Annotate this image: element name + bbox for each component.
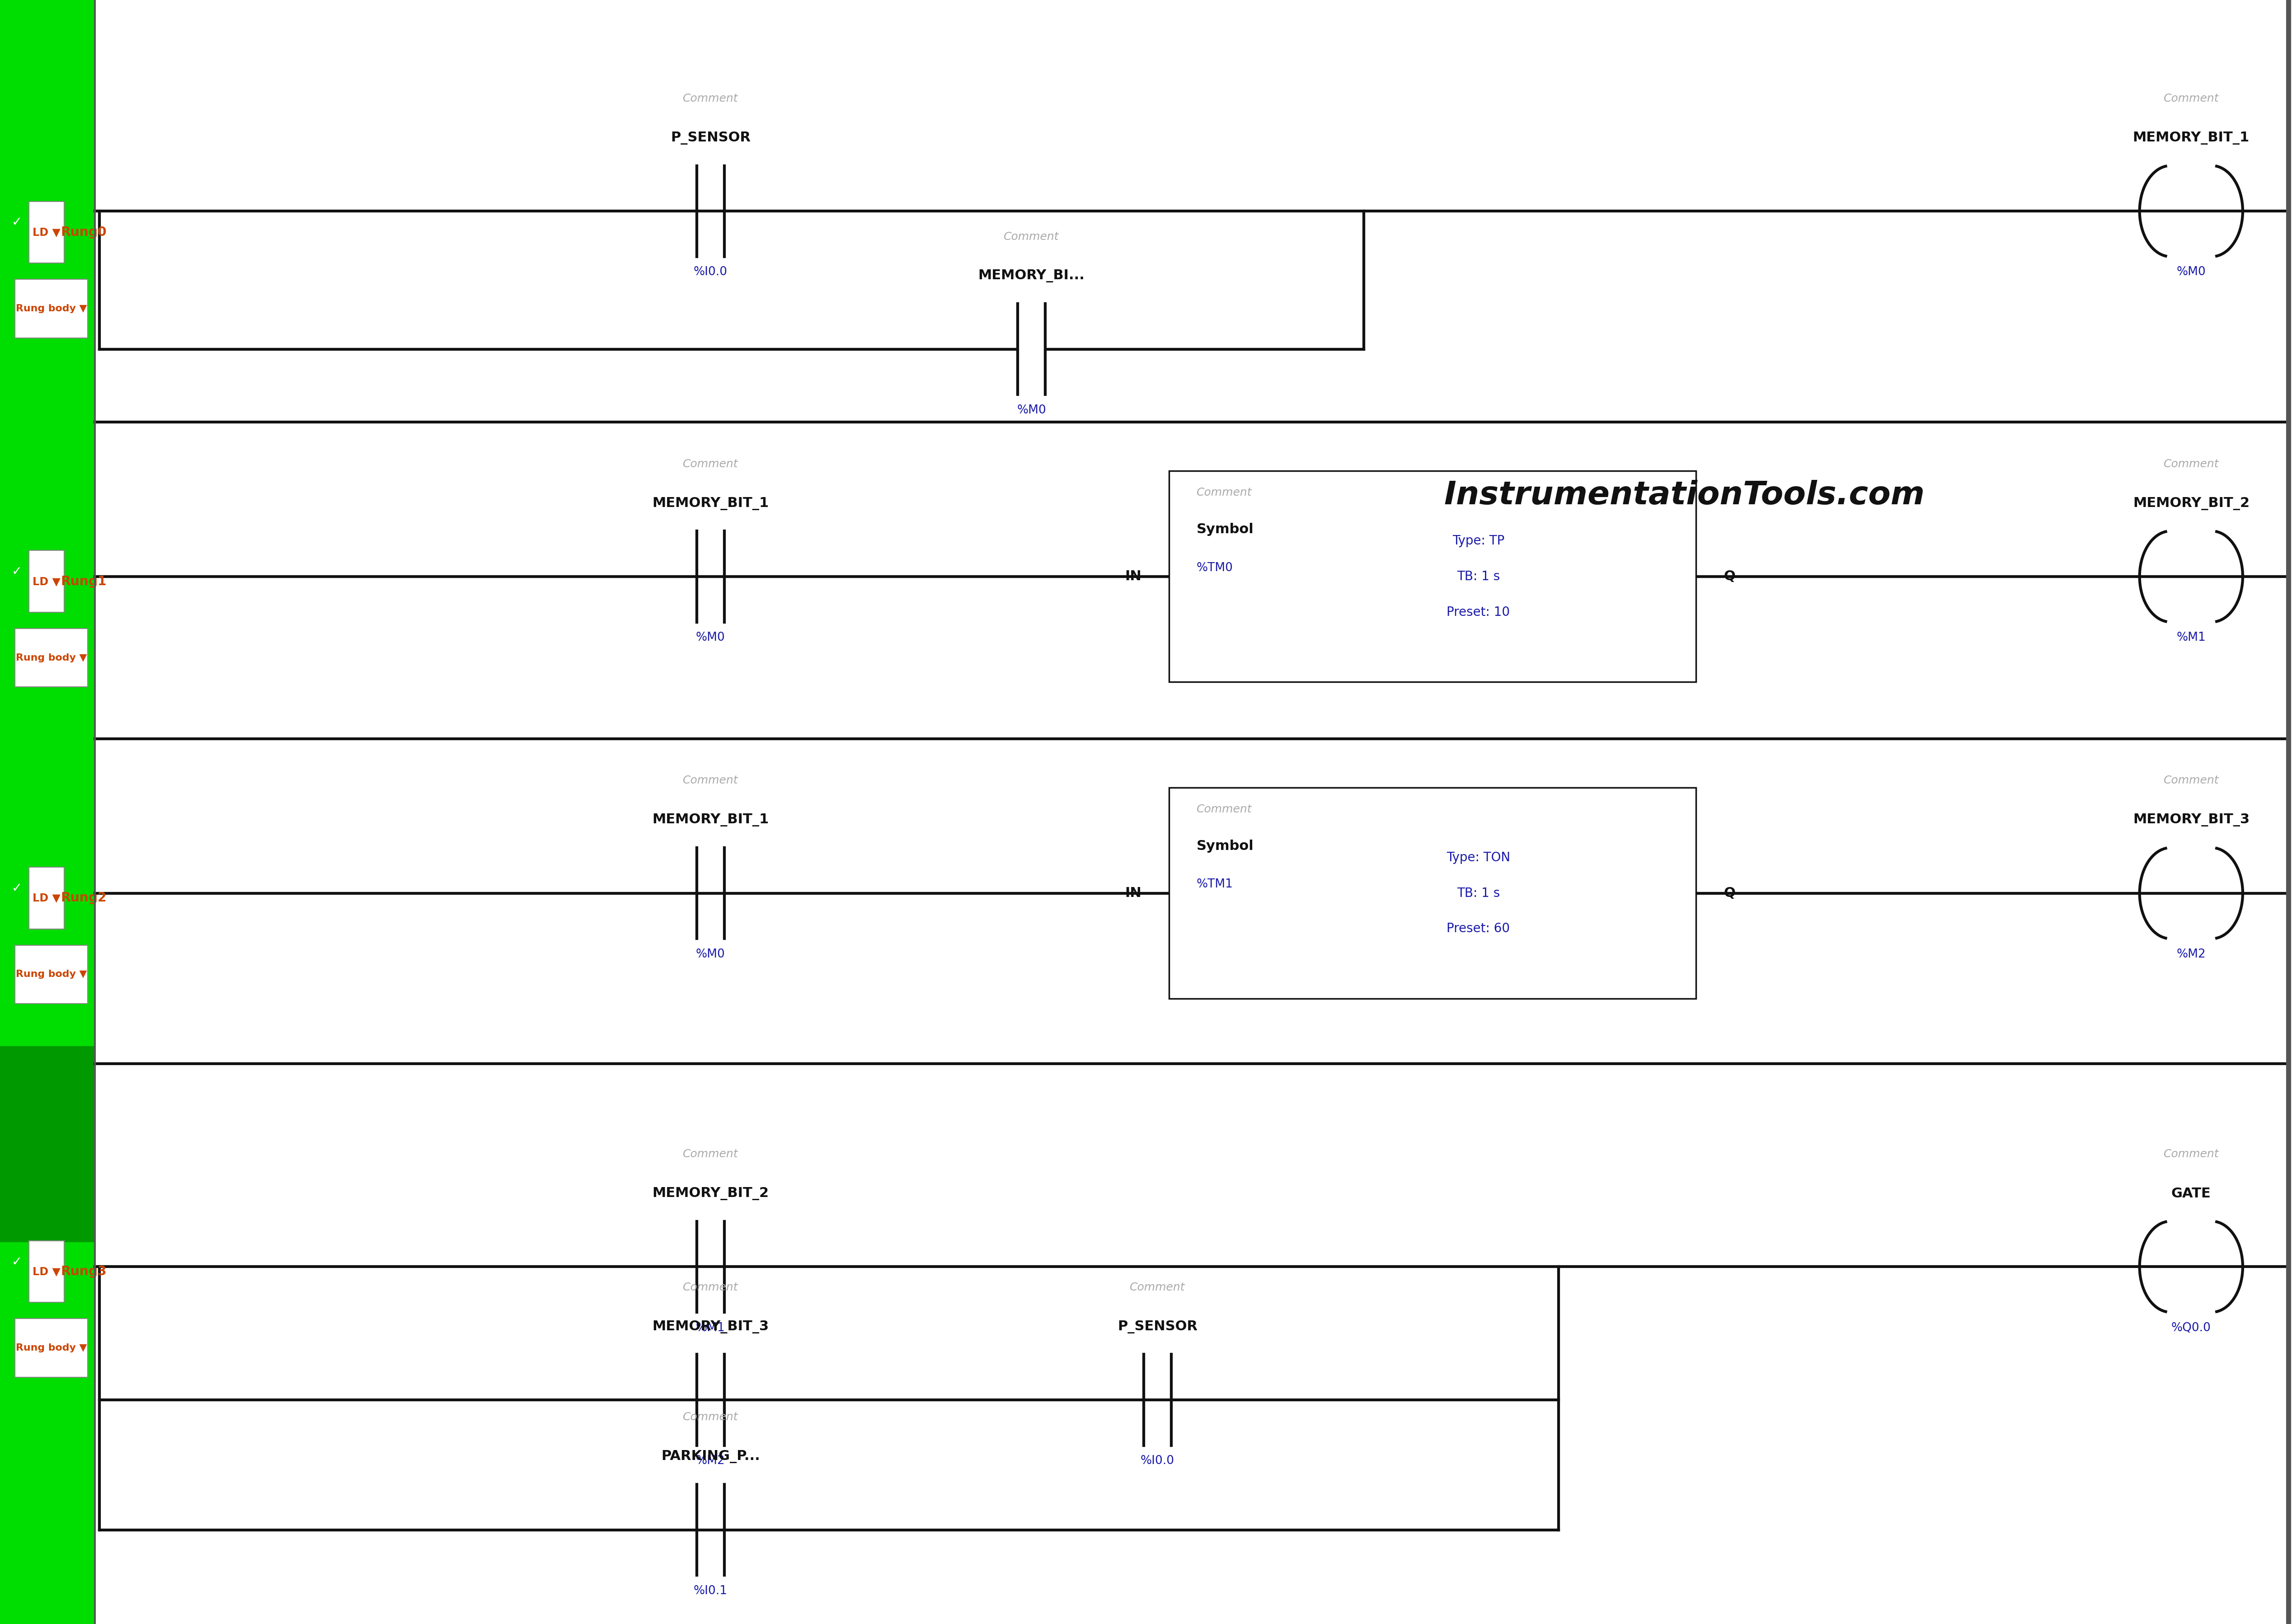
Text: Rung body ▼: Rung body ▼ bbox=[16, 653, 87, 663]
Bar bbox=[0, 0, 94, 1624]
Text: PARKING_P...: PARKING_P... bbox=[660, 1450, 761, 1463]
Text: Q: Q bbox=[1724, 887, 1735, 900]
Text: %I0.1: %I0.1 bbox=[694, 1585, 727, 1596]
Text: LD ▼: LD ▼ bbox=[32, 227, 60, 237]
Text: P_SENSOR: P_SENSOR bbox=[1118, 1320, 1196, 1333]
Text: MEMORY_BIT_3: MEMORY_BIT_3 bbox=[653, 1320, 768, 1333]
FancyBboxPatch shape bbox=[14, 628, 87, 687]
FancyBboxPatch shape bbox=[1169, 788, 1696, 999]
Text: ✓: ✓ bbox=[11, 565, 23, 578]
Text: %M0: %M0 bbox=[2177, 266, 2205, 278]
Text: Symbol: Symbol bbox=[1196, 840, 1254, 853]
Text: Rung body ▼: Rung body ▼ bbox=[16, 304, 87, 313]
Text: MEMORY_BIT_1: MEMORY_BIT_1 bbox=[653, 814, 768, 827]
Text: TB: 1 s: TB: 1 s bbox=[1458, 570, 1499, 583]
Text: Preset: 10: Preset: 10 bbox=[1446, 606, 1510, 619]
Text: P_SENSOR: P_SENSOR bbox=[672, 132, 749, 145]
FancyBboxPatch shape bbox=[1169, 471, 1696, 682]
Text: MEMORY_BIT_2: MEMORY_BIT_2 bbox=[2134, 497, 2248, 510]
Bar bbox=[0, 1046, 94, 1242]
Text: Q: Q bbox=[1724, 570, 1735, 583]
Text: IN: IN bbox=[1125, 570, 1141, 583]
Text: Comment: Comment bbox=[2164, 1148, 2219, 1160]
Text: %M0: %M0 bbox=[697, 948, 724, 960]
FancyBboxPatch shape bbox=[30, 551, 64, 612]
Text: %M0: %M0 bbox=[1018, 404, 1045, 416]
Text: Type: TON: Type: TON bbox=[1446, 851, 1510, 864]
Text: MEMORY_BI...: MEMORY_BI... bbox=[979, 270, 1084, 283]
Text: %I0.0: %I0.0 bbox=[694, 266, 727, 278]
FancyBboxPatch shape bbox=[30, 1241, 64, 1302]
Text: InstrumentationTools.com: InstrumentationTools.com bbox=[1444, 479, 1925, 512]
Text: Comment: Comment bbox=[683, 775, 738, 786]
Text: Comment: Comment bbox=[2164, 775, 2219, 786]
Text: GATE: GATE bbox=[2171, 1187, 2212, 1200]
Text: ✓: ✓ bbox=[11, 216, 23, 229]
Text: Comment: Comment bbox=[1004, 231, 1059, 242]
Text: MEMORY_BIT_2: MEMORY_BIT_2 bbox=[653, 1187, 768, 1200]
Text: ✓: ✓ bbox=[11, 1255, 23, 1268]
Text: Comment: Comment bbox=[1196, 804, 1251, 815]
Text: Rung body ▼: Rung body ▼ bbox=[16, 970, 87, 979]
Text: Rung1: Rung1 bbox=[60, 575, 105, 588]
Text: Comment: Comment bbox=[683, 458, 738, 469]
Text: %M2: %M2 bbox=[2177, 948, 2205, 960]
Text: Rung3: Rung3 bbox=[60, 1265, 105, 1278]
FancyBboxPatch shape bbox=[14, 1319, 87, 1377]
Text: MEMORY_BIT_3: MEMORY_BIT_3 bbox=[2134, 814, 2248, 827]
Text: MEMORY_BIT_1: MEMORY_BIT_1 bbox=[2134, 132, 2248, 145]
Text: Comment: Comment bbox=[683, 1148, 738, 1160]
Text: Comment: Comment bbox=[1196, 487, 1251, 499]
Text: %M1: %M1 bbox=[697, 1322, 724, 1333]
Text: ✓: ✓ bbox=[11, 882, 23, 895]
Text: %TM1: %TM1 bbox=[1196, 879, 1233, 890]
Text: Rung2: Rung2 bbox=[60, 892, 105, 905]
Text: %Q0.0: %Q0.0 bbox=[2171, 1322, 2212, 1333]
Text: Comment: Comment bbox=[1130, 1281, 1185, 1293]
Text: Preset: 60: Preset: 60 bbox=[1446, 922, 1510, 935]
Text: IN: IN bbox=[1125, 887, 1141, 900]
Text: Type: TP: Type: TP bbox=[1453, 534, 1504, 547]
Text: %I0.0: %I0.0 bbox=[1141, 1455, 1174, 1466]
FancyBboxPatch shape bbox=[14, 945, 87, 1004]
Text: MEMORY_BIT_1: MEMORY_BIT_1 bbox=[653, 497, 768, 510]
Text: Comment: Comment bbox=[2164, 93, 2219, 104]
Text: Comment: Comment bbox=[2164, 458, 2219, 469]
Text: Comment: Comment bbox=[683, 1411, 738, 1423]
Text: %M1: %M1 bbox=[2177, 632, 2205, 643]
Text: LD ▼: LD ▼ bbox=[32, 577, 60, 586]
Text: Comment: Comment bbox=[683, 1281, 738, 1293]
Text: LD ▼: LD ▼ bbox=[32, 1267, 60, 1276]
Text: Comment: Comment bbox=[683, 93, 738, 104]
Text: %M2: %M2 bbox=[697, 1455, 724, 1466]
FancyBboxPatch shape bbox=[30, 201, 64, 263]
Text: %TM0: %TM0 bbox=[1196, 562, 1233, 573]
FancyBboxPatch shape bbox=[14, 279, 87, 338]
Text: Symbol: Symbol bbox=[1196, 523, 1254, 536]
Text: LD ▼: LD ▼ bbox=[32, 893, 60, 903]
Text: Rung0: Rung0 bbox=[60, 226, 105, 239]
Text: TB: 1 s: TB: 1 s bbox=[1458, 887, 1499, 900]
Text: Rung body ▼: Rung body ▼ bbox=[16, 1343, 87, 1353]
Text: %M0: %M0 bbox=[697, 632, 724, 643]
FancyBboxPatch shape bbox=[30, 867, 64, 929]
